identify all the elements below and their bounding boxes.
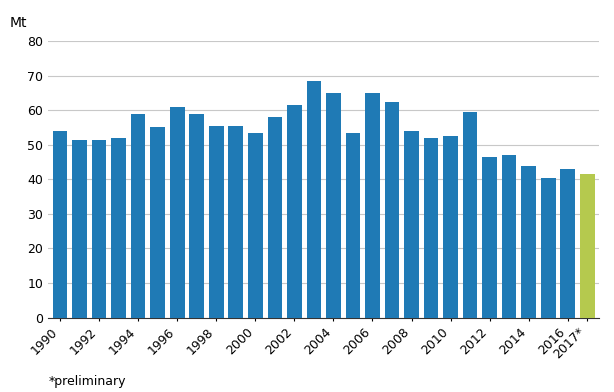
Bar [189,114,204,318]
Text: Mt: Mt [10,16,27,30]
Bar [365,93,380,318]
Bar [287,105,301,318]
Bar [385,102,399,318]
Bar [580,174,594,318]
Bar [424,138,438,318]
Bar [463,112,478,318]
Bar [502,155,516,318]
Bar [248,132,263,318]
Bar [150,127,165,318]
Bar [521,165,536,318]
Bar [326,93,341,318]
Bar [228,126,243,318]
Bar [346,132,360,318]
Bar [443,136,458,318]
Bar [541,178,556,318]
Bar [561,169,575,318]
Text: *preliminary: *preliminary [49,375,126,388]
Bar [111,138,126,318]
Bar [483,157,497,318]
Bar [306,81,321,318]
Bar [209,126,223,318]
Bar [131,114,146,318]
Bar [404,131,419,318]
Bar [53,131,68,318]
Bar [268,117,282,318]
Bar [72,140,87,318]
Bar [170,107,185,318]
Bar [91,140,106,318]
